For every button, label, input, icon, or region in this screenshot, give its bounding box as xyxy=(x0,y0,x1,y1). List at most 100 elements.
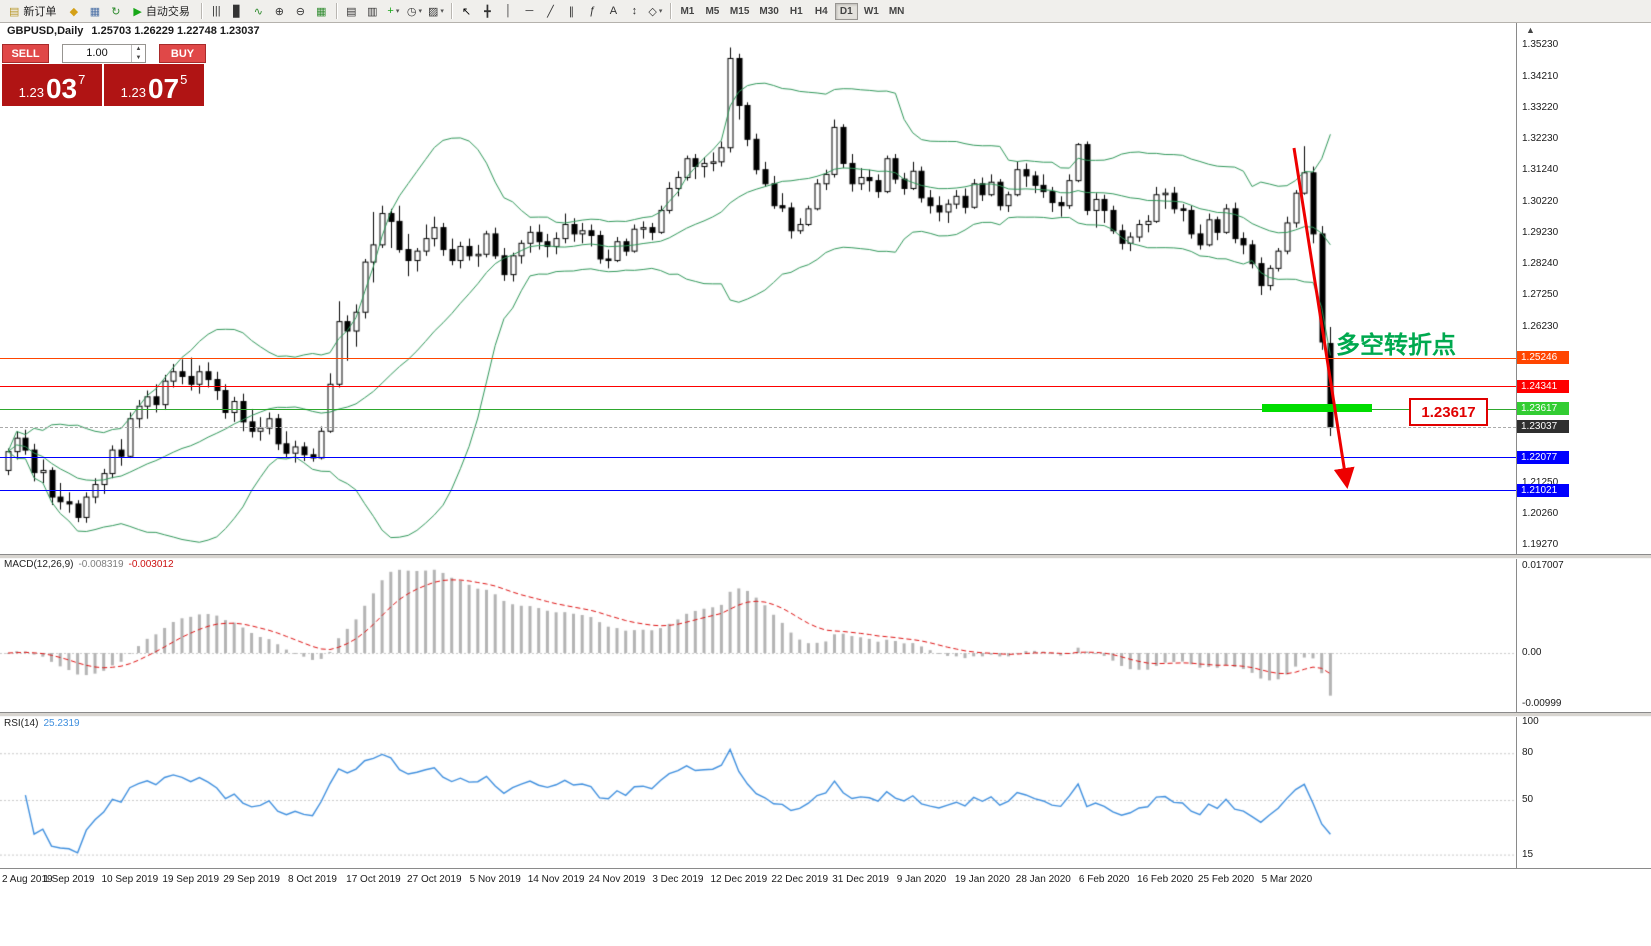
trendline-icon: ╱ xyxy=(547,5,554,18)
text-icon: A xyxy=(609,5,618,17)
zoom-in-icon: ⊕ xyxy=(274,5,284,18)
timeframe-mn[interactable]: MN xyxy=(885,3,909,20)
price-axis-label: 1.20260 xyxy=(1522,507,1559,519)
price-axis-label: 1.26230 xyxy=(1522,320,1559,332)
time-axis-label: 25 Feb 2020 xyxy=(1197,874,1255,885)
volume-value[interactable]: 1.00 xyxy=(86,47,108,59)
new-chart-icon[interactable]: ◆ xyxy=(63,2,84,20)
macd-axis-label: 0.00 xyxy=(1522,647,1542,658)
time-axis-label: 10 Sep 2019 xyxy=(101,874,159,885)
panel-separator[interactable] xyxy=(0,554,1651,559)
crosshair-icon: ╋ xyxy=(484,5,491,18)
macd-panel-canvas[interactable] xyxy=(0,557,1516,712)
horizontal-line-object[interactable] xyxy=(0,357,1516,359)
time-axis-label: 28 Jan 2020 xyxy=(1015,874,1071,885)
horizontal-line-object[interactable] xyxy=(0,426,1516,428)
price-axis-label: 1.34210 xyxy=(1522,70,1559,82)
text-icon[interactable]: A xyxy=(603,2,624,20)
indicators-icon[interactable]: + ▾ xyxy=(383,2,404,20)
sell-button[interactable]: SELL xyxy=(2,44,49,63)
channel-icon: ∥ xyxy=(568,5,575,18)
crosshair-icon[interactable]: ╋ xyxy=(477,2,498,20)
timeframe-h1[interactable]: H1 xyxy=(785,3,808,20)
price-axis[interactable] xyxy=(1516,22,1651,868)
zoom-out-icon[interactable]: ⊖ xyxy=(290,2,311,20)
shapes-icon[interactable]: ◇ ▾ xyxy=(645,2,666,20)
charts-list-icon[interactable]: ▤ xyxy=(341,2,362,20)
periods-icon[interactable]: ◷ ▾ xyxy=(404,2,425,20)
volume-down-icon[interactable]: ▼ xyxy=(135,54,142,61)
line-chart-icon[interactable]: ∿ xyxy=(248,2,269,20)
panel-separator[interactable] xyxy=(0,712,1651,717)
price-axis-label: 1.31240 xyxy=(1522,164,1559,175)
tile-windows-icon[interactable]: ▦ xyxy=(311,2,332,20)
volume-up-icon[interactable]: ▲ xyxy=(135,46,142,52)
timeframe-m1[interactable]: M1 xyxy=(676,3,699,20)
buy-button[interactable]: BUY xyxy=(159,44,206,63)
ohlc-values: 1.25703 1.26229 1.22748 1.23037 xyxy=(91,25,260,37)
horizontal-line-object[interactable] xyxy=(0,386,1516,388)
price-axis-tag: 1.23037 xyxy=(1517,420,1569,434)
cursor-icon: ↖ xyxy=(461,5,472,18)
price-axis-tag: 1.22077 xyxy=(1517,450,1569,464)
price-axis-tag: 1.24341 xyxy=(1517,379,1569,393)
timeframe-h4[interactable]: H4 xyxy=(810,3,833,20)
time-axis-label: 31 Dec 2019 xyxy=(832,874,889,885)
volume-field[interactable]: 1.00 ▲ ▼ xyxy=(62,44,146,63)
autotrading-button[interactable]: ▶ 自动交易 xyxy=(126,2,196,20)
timeframe-w1[interactable]: W1 xyxy=(860,3,883,20)
timeframe-d1[interactable]: D1 xyxy=(834,2,858,20)
arrange-windows-icon[interactable]: ▥ xyxy=(362,2,383,20)
rsi-axis-label: 100 xyxy=(1522,716,1539,727)
chevron-down-icon: ▾ xyxy=(418,8,422,15)
buy-price-display[interactable]: 1.23 07 5 xyxy=(104,64,204,106)
price-callout-box[interactable]: 1.23617 xyxy=(1409,398,1488,426)
trendline-icon[interactable]: ╱ xyxy=(540,2,561,20)
sell-price-display[interactable]: 1.23 03 7 xyxy=(2,64,102,106)
rsi-axis-label: 50 xyxy=(1522,794,1534,805)
horizontal-line-object[interactable] xyxy=(0,408,1516,410)
templates-icon[interactable]: ▨ ▾ xyxy=(425,2,447,20)
timeframe-m15[interactable]: M15 xyxy=(726,3,753,20)
price-axis-label: 1.21250 xyxy=(1522,476,1559,488)
horizontal-line-icon[interactable]: ─ xyxy=(519,2,540,20)
one-click-trading-widget: SELL 1.00 ▲ ▼ BUY 1.23 03 7 1.23 07 5 xyxy=(2,44,206,106)
timeframe-m30[interactable]: M30 xyxy=(755,3,782,20)
time-axis-label: 9 Jan 2020 xyxy=(896,874,947,885)
price-chart-canvas[interactable] xyxy=(0,22,1516,554)
arrows-icon[interactable]: ↕ xyxy=(624,2,645,20)
horizontal-line-object[interactable] xyxy=(0,457,1516,459)
turning-point-label[interactable]: 多空转折点 xyxy=(1336,332,1456,359)
sell-price-base: 1.23 xyxy=(18,85,44,100)
refresh-icon[interactable]: ↻ xyxy=(105,2,126,20)
vertical-line-icon[interactable]: │ xyxy=(498,2,519,20)
zoom-in-icon[interactable]: ⊕ xyxy=(269,2,290,20)
horizontal-line-object[interactable] xyxy=(0,490,1516,492)
support-zone-bar[interactable] xyxy=(1262,404,1372,412)
rsi-panel-canvas[interactable] xyxy=(0,715,1516,868)
time-axis-label: 16 Feb 2020 xyxy=(1137,874,1194,885)
candlestick-chart-icon[interactable]: ▊ xyxy=(227,2,248,20)
time-axis-label: 27 Oct 2019 xyxy=(407,874,462,885)
price-axis-label: 1.29230 xyxy=(1522,226,1559,238)
price-axis-tag: 1.23617 xyxy=(1517,402,1569,416)
price-axis-label: 1.28240 xyxy=(1522,257,1559,269)
tile-windows-icon: ▦ xyxy=(316,5,327,18)
profiles-icon[interactable]: ▦ xyxy=(84,2,105,20)
bar-chart-icon: ||| xyxy=(212,5,221,17)
bar-chart-icon[interactable]: ||| xyxy=(206,2,227,20)
channel-icon[interactable]: ∥ xyxy=(561,2,582,20)
fibonacci-icon[interactable]: ƒ xyxy=(582,2,603,20)
macd-axis-label: -0.00999 xyxy=(1522,698,1562,710)
price-axis-label: 1.30220 xyxy=(1522,195,1559,207)
volume-stepper[interactable]: ▲ ▼ xyxy=(131,45,145,62)
time-axis-label: 14 Nov 2019 xyxy=(527,874,585,885)
new-order-button[interactable]: ▤ 新订单 xyxy=(2,2,63,20)
time-axis[interactable] xyxy=(0,868,1651,893)
chevron-down-icon: ▾ xyxy=(395,8,400,15)
chevron-down-icon: ▾ xyxy=(658,8,663,15)
scroll-marker-icon[interactable]: ▲ xyxy=(1526,25,1535,35)
cursor-icon[interactable]: ↖ xyxy=(456,2,477,20)
time-axis-label: 3 Dec 2019 xyxy=(652,874,704,885)
timeframe-m5[interactable]: M5 xyxy=(701,3,724,20)
